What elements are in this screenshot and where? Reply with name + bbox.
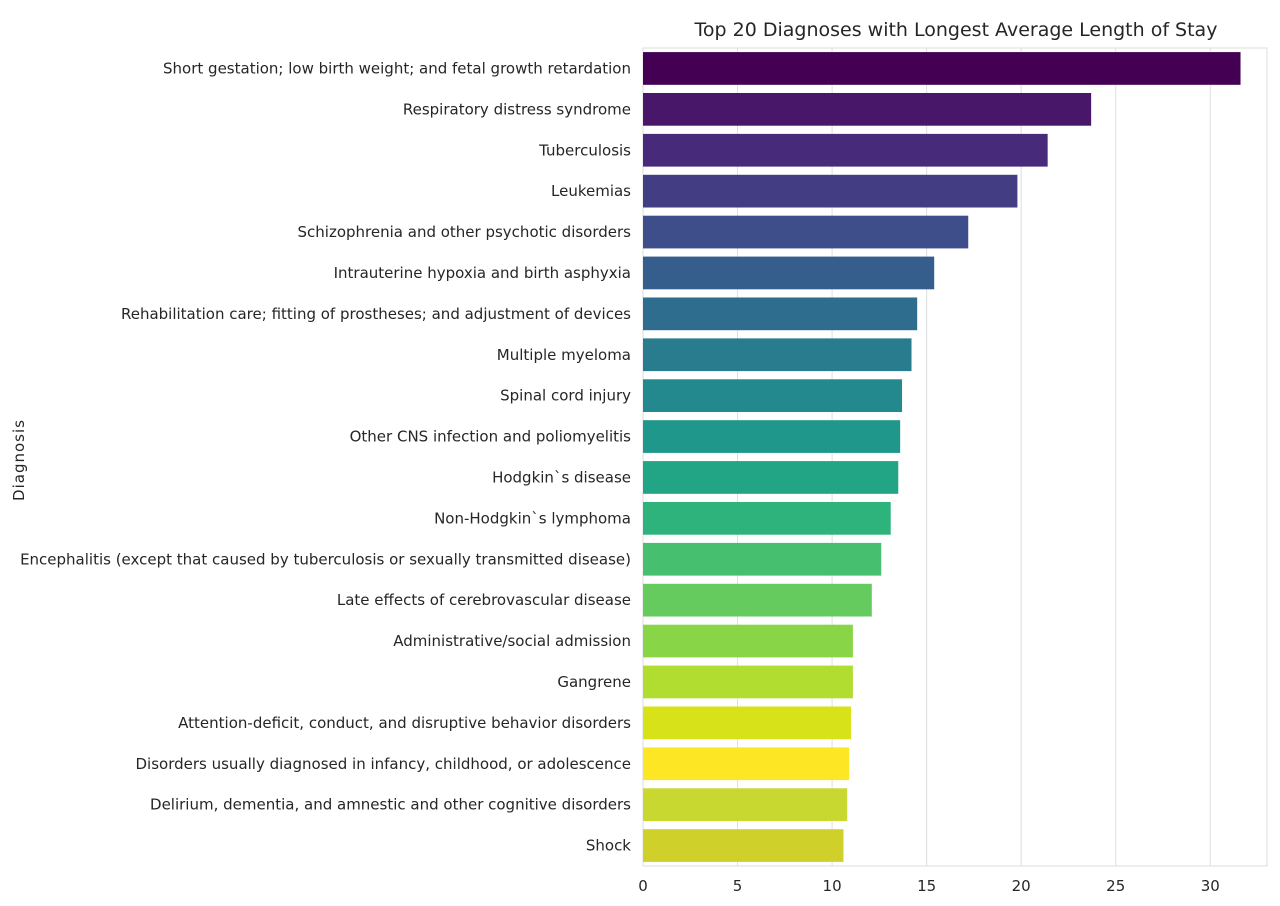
- y-tick-label: Disorders usually diagnosed in infancy, …: [136, 755, 632, 773]
- bar: [643, 706, 851, 740]
- bar: [643, 624, 853, 658]
- y-tick-label: Schizophrenia and other psychotic disord…: [298, 223, 632, 241]
- y-tick-label: Rehabilitation care; fitting of prosthes…: [121, 305, 631, 323]
- y-tick-label: Spinal cord injury: [500, 387, 631, 405]
- x-tick-label: 5: [733, 877, 743, 895]
- y-tick-label: Administrative/social admission: [393, 632, 631, 650]
- y-tick-label: Attention-deficit, conduct, and disrupti…: [178, 714, 631, 732]
- y-tick-label: Tuberculosis: [538, 141, 631, 159]
- y-tick-label: Late effects of cerebrovascular disease: [337, 591, 631, 609]
- bar: [643, 52, 1241, 85]
- y-tick-labels: Short gestation; low birth weight; and f…: [20, 59, 631, 854]
- bar: [643, 461, 899, 494]
- y-tick-label: Respiratory distress syndrome: [403, 100, 631, 118]
- bar: [643, 542, 882, 576]
- grid-layer: [642, 47, 1268, 867]
- bar: [643, 379, 903, 413]
- plot-frame: [642, 47, 1268, 867]
- x-tick-labels: 0 5 10 15 20 25 30: [638, 877, 1220, 895]
- bar: [643, 501, 891, 535]
- y-tick-label: Delirium, dementia, and amnestic and oth…: [150, 796, 631, 814]
- x-tick-label: 25: [1106, 877, 1125, 895]
- y-tick-label: Other CNS infection and poliomyelitis: [350, 428, 632, 446]
- y-tick-label: Intrauterine hypoxia and birth asphyxia: [334, 264, 631, 282]
- y-tick-label: Shock: [586, 837, 631, 855]
- bar: [643, 338, 912, 372]
- y-tick-label: Short gestation; low birth weight; and f…: [163, 59, 631, 77]
- x-tick-label: 10: [823, 877, 842, 895]
- bar: [643, 133, 1048, 167]
- x-tick-label: 0: [638, 877, 648, 895]
- y-tick-label: Gangrene: [557, 673, 631, 691]
- bar: [643, 297, 918, 331]
- bar: [643, 420, 901, 453]
- x-tick-label: 30: [1201, 877, 1220, 895]
- y-tick-label: Hodgkin`s disease: [492, 468, 631, 486]
- y-tick-label: Leukemias: [551, 182, 631, 200]
- bar: [643, 665, 853, 699]
- bar: [643, 256, 935, 290]
- bar: [643, 788, 848, 822]
- bar: [643, 215, 969, 249]
- bar: [643, 92, 1092, 126]
- y-tick-label: Non-Hodgkin`s lymphoma: [434, 509, 631, 527]
- bar: [643, 747, 850, 781]
- x-tick-label: 15: [917, 877, 936, 895]
- y-tick-label: Encephalitis (except that caused by tube…: [20, 550, 631, 568]
- bar: [643, 174, 1018, 208]
- y-tick-label: Multiple myeloma: [497, 346, 631, 364]
- bars-layer: [643, 52, 1241, 862]
- x-tick-label: 20: [1012, 877, 1031, 895]
- y-axis-label: Diagnosis: [10, 419, 28, 501]
- bar: [643, 583, 872, 617]
- chart-title: Top 20 Diagnoses with Longest Average Le…: [694, 19, 1218, 41]
- bar: [643, 829, 844, 862]
